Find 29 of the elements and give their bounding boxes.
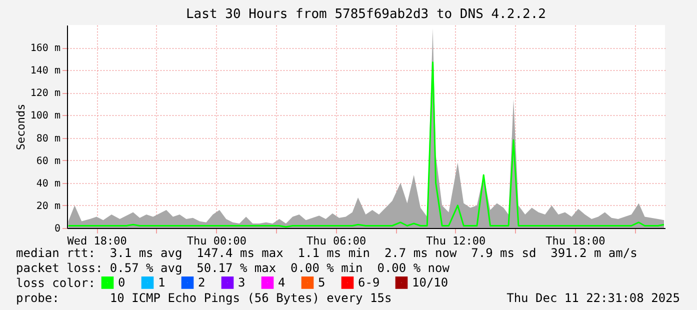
x-tick-label: Thu 00:00 (186, 234, 246, 248)
x-tick-label: Thu 12:00 (426, 234, 486, 248)
x-tick-label: Thu 18:00 (546, 234, 606, 248)
legend-label: 1 (158, 276, 166, 290)
y-tick-label: 0 (54, 224, 60, 234)
y-tick-label: 80 m (36, 133, 60, 144)
text: probe: 10 ICMP Echo Pings (56 Bytes) every 15s (16, 291, 392, 305)
y-tick-label: 20 m (36, 200, 60, 212)
y-tick-label: 100 m (30, 110, 60, 122)
text: median rtt: 3.1 ms avg 147.4 ms max 1.1 ms min 2.7 ms now 7.9 ms sd 391.2 m am/s (16, 246, 638, 260)
text: Thu Dec 11 22:31:08 2025 (506, 291, 680, 305)
legend-title: loss color: (16, 276, 96, 290)
legend-label: 6-9 (358, 276, 380, 290)
x-tick-label: Wed 18:00 (67, 234, 127, 248)
legend-label: 10/10 (412, 276, 448, 290)
y-tick-label: 60 m (36, 156, 60, 167)
chart-title: Last 30 Hours from 5785f69ab2d3 to DNS 4.2.2.2 (186, 7, 546, 22)
y-tick-label: 140 m (30, 66, 60, 77)
legend-label: 5 (318, 276, 326, 290)
y-tick-label: 120 m (30, 88, 60, 100)
legend-label: 4 (278, 276, 286, 290)
legend-label: 0 (118, 276, 126, 290)
x-tick-label: Thu 06:00 (306, 234, 366, 248)
y-tick-label: 40 m (36, 178, 60, 190)
legend-label: 2 (198, 276, 206, 290)
legend-label: 3 (238, 276, 246, 290)
text: packet loss: 0.57 % avg 50.17 % max 0.00 % min 0.00 % now (16, 261, 450, 275)
y-axis-title: Seconds (14, 104, 28, 150)
y-tick-label: 160 m (30, 43, 60, 54)
